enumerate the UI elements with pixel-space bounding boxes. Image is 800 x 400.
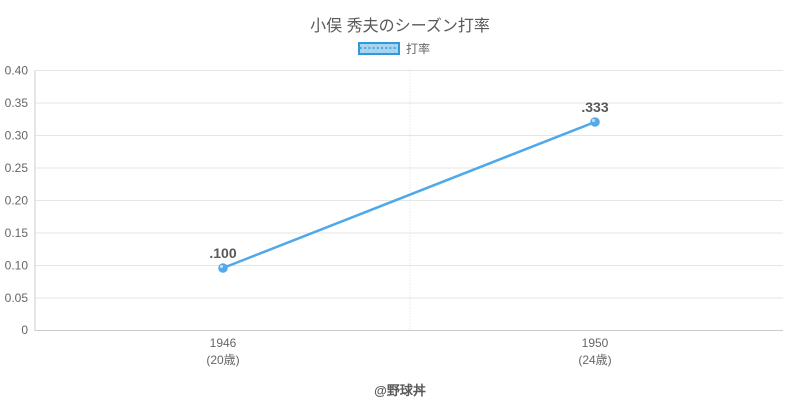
svg-text:1950: 1950 xyxy=(582,336,609,350)
svg-text:0.10: 0.10 xyxy=(5,259,29,273)
svg-text:.333: .333 xyxy=(581,99,608,115)
svg-text:0.20: 0.20 xyxy=(5,194,29,208)
svg-text:0.15: 0.15 xyxy=(5,226,29,240)
svg-text:0.05: 0.05 xyxy=(5,291,29,305)
svg-text:(24歳): (24歳) xyxy=(578,353,611,367)
svg-text:0: 0 xyxy=(21,323,28,337)
svg-text:0.35: 0.35 xyxy=(5,96,29,110)
svg-text:(20歳): (20歳) xyxy=(206,353,239,367)
svg-text:.100: .100 xyxy=(209,245,236,261)
svg-text:1946: 1946 xyxy=(210,336,237,350)
svg-text:0.30: 0.30 xyxy=(5,129,29,143)
svg-text:0.40: 0.40 xyxy=(5,64,29,78)
svg-text:0.25: 0.25 xyxy=(5,161,29,175)
